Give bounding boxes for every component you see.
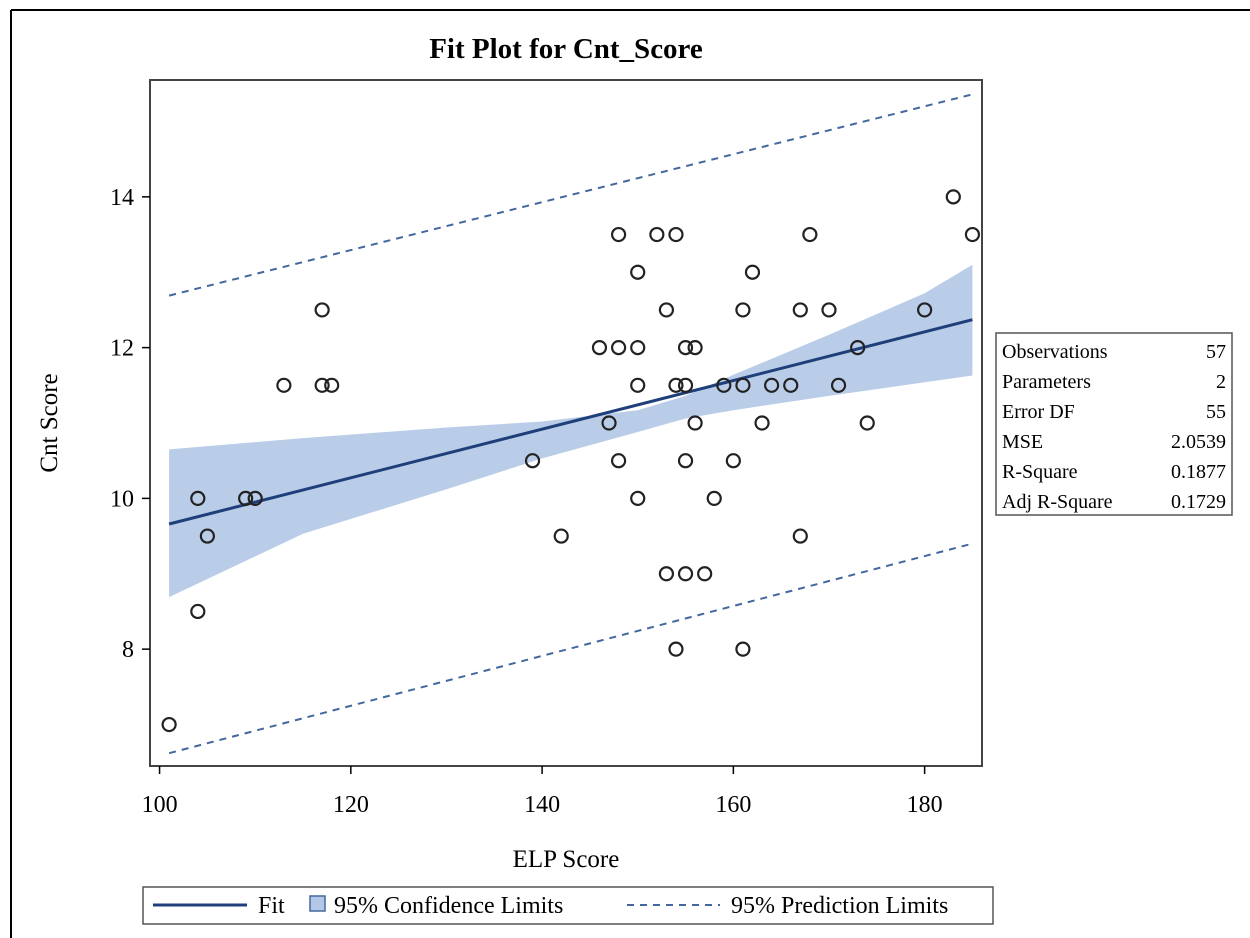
data-point: [630, 377, 646, 393]
data-point: [687, 415, 703, 431]
data-point: [161, 716, 177, 733]
fit-statistic-label: Observations: [1002, 341, 1108, 363]
data-point: [649, 226, 665, 243]
data-point: [850, 340, 866, 356]
axes: 100 120 140 160 180 8 10 12 14: [110, 185, 943, 818]
data-point: [601, 415, 617, 431]
data-point: [830, 377, 847, 393]
y-axis-label: Cnt Score: [36, 373, 63, 472]
fit-statistic-value: 2.0539: [1171, 431, 1226, 453]
x-axis-label: ELP Score: [513, 846, 620, 873]
data-point: [917, 302, 933, 318]
data-point: [697, 566, 713, 582]
fit-line-layer: [168, 93, 973, 755]
y-tick-label: 12: [110, 336, 134, 362]
data-point: [324, 377, 340, 393]
fit-statistic-value: 57: [1206, 341, 1226, 363]
data-point: [783, 377, 799, 393]
data-point: [668, 641, 684, 657]
data-point: [677, 453, 694, 469]
fit-statistic-value: 0.1877: [1171, 461, 1226, 483]
data-point: [945, 189, 961, 205]
legend-prediction-label: 95% Prediction Limits: [731, 893, 948, 919]
y-tick-label: 14: [110, 185, 134, 211]
fit-statistics-frame: [995, 332, 1233, 516]
chart-title: Fit Plot for Cnt_Score: [429, 33, 703, 65]
fit-statistic-label: Error DF: [1002, 401, 1075, 423]
data-point: [735, 377, 751, 393]
data-point: [658, 566, 675, 582]
fit-statistic-value: 0.1729: [1171, 491, 1226, 513]
data-point: [706, 490, 722, 506]
data-point: [610, 340, 627, 356]
data-point: [725, 453, 741, 469]
x-tick-label: 120: [333, 792, 369, 818]
data-point: [238, 490, 254, 506]
data-point: [630, 264, 646, 280]
data-point: [735, 302, 751, 318]
fit-statistic-value: 2: [1216, 371, 1226, 393]
y-tick-label: 10: [110, 486, 134, 512]
data-point: [524, 453, 541, 469]
data-point: [591, 340, 608, 356]
data-point: [630, 490, 646, 506]
data-point: [677, 377, 694, 393]
observation-points-layer: [161, 189, 981, 733]
fit-line: [168, 318, 973, 526]
data-point: [802, 226, 818, 243]
fit-statistics-table: Observations 57 Parameters 2 Error DF 55 MSE 2.…: [995, 332, 1233, 516]
legend-confidence-swatch: [309, 895, 326, 912]
legend: Fit 95% Confidence Limits 95% Prediction L…: [142, 886, 994, 925]
fit-statistic-label: Parameters: [1002, 371, 1091, 393]
legend-confidence-label: 95% Confidence Limits: [334, 893, 563, 919]
x-tick-label: 140: [524, 792, 560, 818]
confidence-band: [169, 264, 973, 598]
x-tick-label: 160: [715, 792, 751, 818]
data-point: [964, 226, 981, 243]
data-point: [687, 340, 703, 356]
data-point: [754, 415, 770, 431]
confidence-band-layer: [169, 264, 973, 598]
data-point: [610, 453, 627, 469]
data-point: [859, 415, 875, 431]
data-point: [553, 528, 569, 544]
lower-prediction-limit: [168, 542, 973, 755]
data-point: [716, 377, 732, 393]
data-point: [658, 302, 675, 318]
data-point: [247, 490, 263, 506]
plot-area: [149, 79, 983, 767]
data-point: [668, 226, 684, 243]
data-point: [792, 302, 808, 318]
data-point: [190, 603, 206, 620]
data-point: [276, 377, 292, 393]
x-tick-label: 180: [907, 792, 943, 818]
legend-fit-label: Fit: [258, 893, 285, 919]
data-point: [314, 302, 330, 318]
data-point: [677, 340, 694, 356]
data-point: [821, 302, 837, 318]
data-point: [764, 377, 780, 393]
fit-statistic-label: Adj R-Square: [1002, 491, 1113, 513]
fit-statistic-value: 55: [1206, 401, 1226, 423]
plot-frame: [149, 79, 983, 767]
x-tick-label: 100: [142, 792, 178, 818]
data-point: [735, 641, 751, 657]
y-tick-label: 8: [122, 637, 134, 663]
data-point: [677, 566, 694, 582]
data-point: [630, 340, 646, 356]
fit-statistic-label: R-Square: [1002, 461, 1078, 483]
data-point: [610, 226, 627, 243]
data-point: [792, 528, 808, 544]
data-point: [314, 377, 330, 393]
legend-frame: [142, 886, 994, 925]
upper-prediction-limit: [168, 93, 973, 297]
data-point: [199, 528, 215, 544]
fit-statistic-label: MSE: [1002, 431, 1043, 453]
data-point: [190, 490, 206, 506]
data-point: [668, 377, 684, 393]
data-point: [744, 264, 761, 280]
